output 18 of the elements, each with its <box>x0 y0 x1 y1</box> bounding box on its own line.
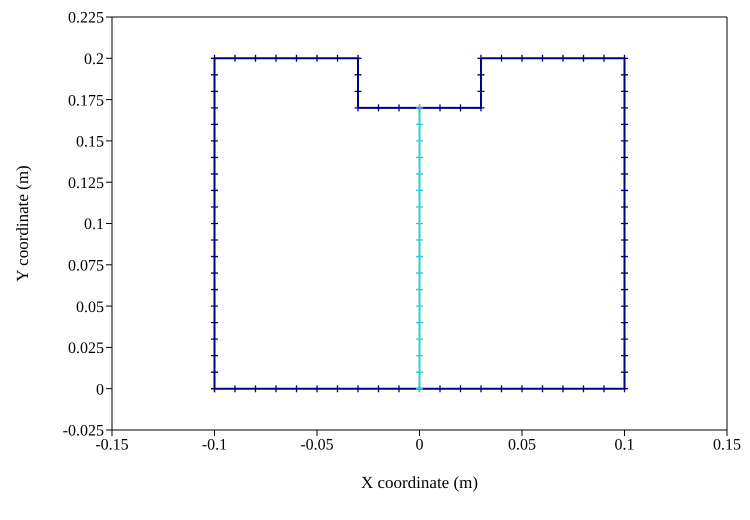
y-tick-label: 0.15 <box>76 134 104 151</box>
x-tick-label: 0.15 <box>713 436 741 454</box>
y-tick-label: 0.2 <box>84 50 104 68</box>
y-tick-label: 0.075 <box>68 257 104 274</box>
x-tick-label: 0 <box>416 436 424 454</box>
x-tick-label: -0.1 <box>202 436 228 454</box>
y-tick-label: 0.025 <box>68 340 104 358</box>
y-tick-label: 0.175 <box>68 92 104 110</box>
y-tick-label: 0 <box>96 381 104 398</box>
x-tick-label: 0.05 <box>508 436 536 454</box>
y-tick-label: 0.05 <box>76 298 104 316</box>
x-tick-label: 0.1 <box>614 436 634 454</box>
x-tick-label: -0.05 <box>300 436 334 454</box>
y-tick-label: 0.125 <box>68 174 104 192</box>
x-axis-title: X coordinate (m) <box>360 473 478 492</box>
y-axis-title: Y coordinate (m) <box>13 165 32 282</box>
y-tick-label: 0.1 <box>84 216 104 234</box>
y-tick-label: 0.225 <box>68 10 104 27</box>
